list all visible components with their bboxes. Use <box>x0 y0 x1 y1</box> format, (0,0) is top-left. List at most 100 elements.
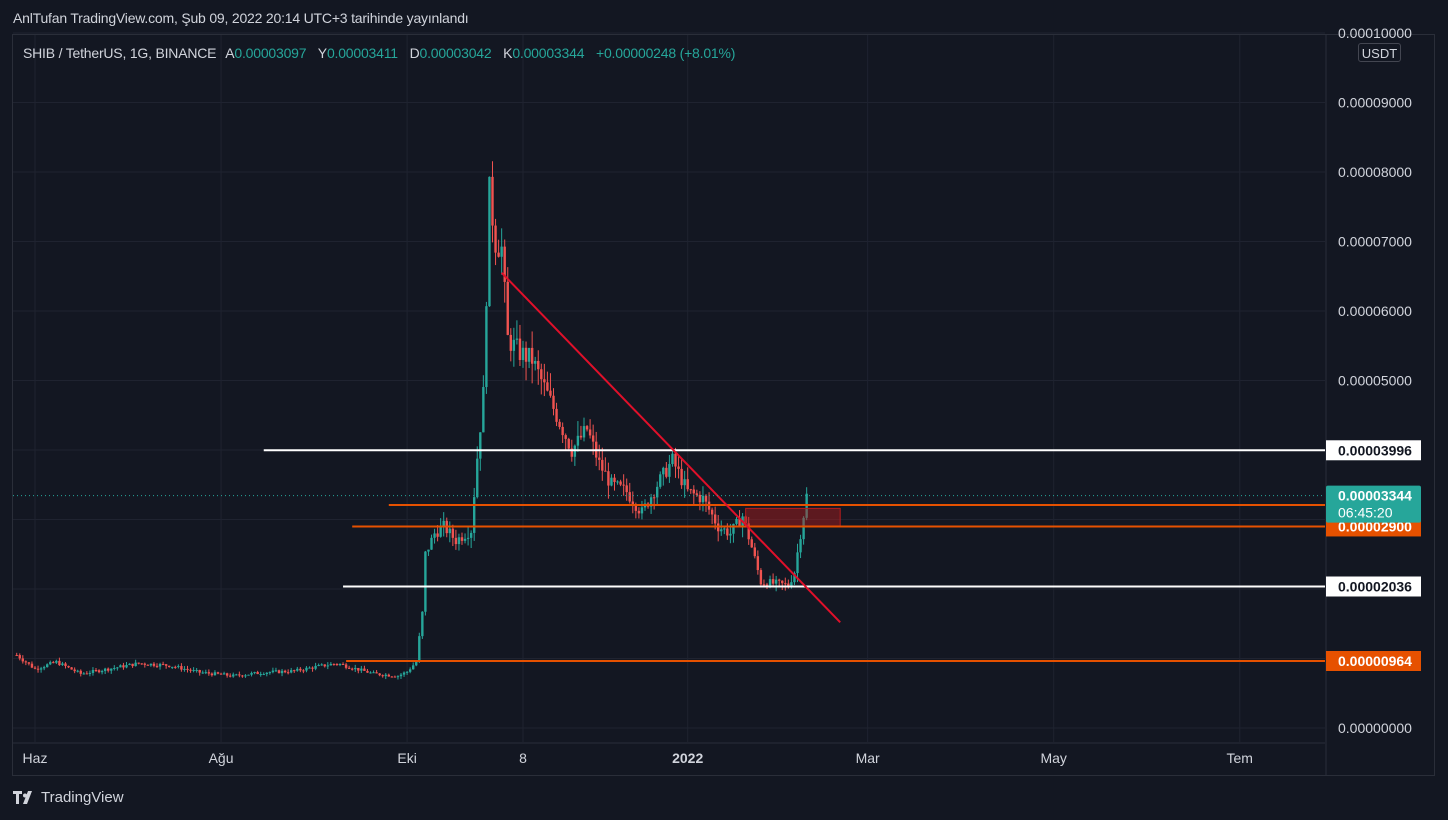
candle <box>259 671 262 677</box>
candle <box>622 474 625 496</box>
candle <box>567 437 570 452</box>
candle <box>189 668 192 673</box>
candle-series <box>15 161 808 680</box>
candle-body <box>768 579 772 587</box>
candle <box>171 666 174 670</box>
candle <box>640 500 644 520</box>
candle <box>137 662 140 665</box>
candle-body <box>351 668 354 670</box>
candle <box>491 161 494 243</box>
candle <box>607 462 610 499</box>
candle-body <box>710 509 714 515</box>
candle <box>76 669 79 673</box>
candle <box>222 671 226 675</box>
candle-body <box>363 668 366 671</box>
candle-body <box>598 457 601 460</box>
candle-body <box>649 497 653 507</box>
candle <box>30 661 34 669</box>
candle <box>537 350 540 385</box>
currency-badge[interactable]: USDT <box>1358 43 1401 62</box>
candle <box>662 466 665 486</box>
candle <box>161 661 165 666</box>
candle-body <box>570 448 573 457</box>
candle <box>439 518 442 538</box>
candle-body <box>262 674 265 676</box>
candle <box>561 422 564 443</box>
candle-body <box>97 670 101 673</box>
candle <box>689 488 692 494</box>
close-value: 0.00003344 <box>512 45 585 61</box>
candle-body <box>100 670 104 673</box>
candle-body <box>784 583 787 585</box>
candle <box>97 669 101 674</box>
candle <box>427 549 430 556</box>
candle-body <box>582 426 586 438</box>
symbol-label[interactable]: SHIB / TetherUS, 1G, BINANCE <box>23 45 217 61</box>
candle-body <box>268 672 272 674</box>
candle <box>250 671 253 677</box>
candle-body <box>253 672 256 674</box>
candle-body <box>265 672 268 675</box>
candle-body <box>183 668 186 670</box>
candle-body <box>155 665 159 667</box>
candle <box>460 532 464 545</box>
candle-body <box>527 347 531 362</box>
candle-body <box>659 474 662 487</box>
candle-body <box>500 246 503 257</box>
candle-body <box>591 435 595 442</box>
candle-body <box>613 477 616 482</box>
candle <box>756 550 760 575</box>
candle <box>155 663 159 669</box>
candle-body <box>82 673 85 675</box>
candle-body <box>686 479 689 490</box>
candle <box>524 341 528 381</box>
candle-body <box>436 533 439 537</box>
candle <box>360 665 363 673</box>
candle-body <box>146 664 150 666</box>
candle <box>58 657 61 666</box>
candle-body <box>238 674 241 676</box>
candle-body <box>399 674 403 677</box>
candle <box>61 661 64 666</box>
candle <box>527 347 531 369</box>
candle-body <box>488 176 491 307</box>
candle-body <box>311 667 314 669</box>
candle <box>143 662 146 668</box>
candle-body <box>113 667 116 669</box>
candle-body <box>390 676 394 678</box>
candle-body <box>497 252 500 257</box>
candle-body <box>451 528 455 538</box>
candle <box>598 444 601 471</box>
candle <box>204 669 207 675</box>
candle-body <box>119 665 122 668</box>
candle <box>424 550 427 616</box>
candle-body <box>698 494 702 503</box>
candle <box>354 664 357 673</box>
candle <box>799 534 802 559</box>
candle <box>457 533 461 551</box>
candle <box>88 670 92 677</box>
candle-body <box>79 670 82 674</box>
candle <box>671 451 674 467</box>
candle <box>451 524 455 547</box>
candle-body <box>781 580 784 584</box>
candle <box>552 388 555 416</box>
trendline <box>500 272 841 624</box>
candle <box>122 662 125 670</box>
candle-body <box>232 674 235 677</box>
tradingview-logo[interactable]: TradingView <box>13 789 124 806</box>
candle-body <box>46 664 49 668</box>
candle <box>201 670 204 674</box>
candle-body <box>186 668 189 670</box>
candle <box>469 530 473 548</box>
candle-body <box>381 675 384 677</box>
candle-body <box>518 338 522 361</box>
candle <box>299 667 302 673</box>
candle-body <box>607 471 610 486</box>
candle-body <box>494 225 497 253</box>
candle <box>576 421 580 452</box>
candle-body <box>70 667 73 670</box>
candle <box>625 478 628 501</box>
candle-body <box>732 523 735 534</box>
